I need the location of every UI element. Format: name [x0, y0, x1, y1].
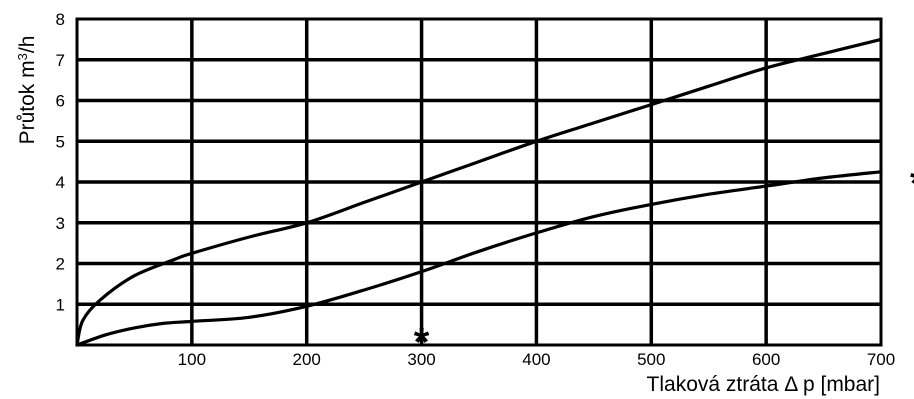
plot-border: [75, 17, 883, 347]
annotations: **: [414, 162, 914, 365]
tick-labels: 100 200 300 400 500 600 700 1 2 3 4 5 6 7 8: [56, 10, 896, 369]
y-tick-label: 2: [56, 255, 65, 274]
plot-frame: [75, 17, 883, 347]
y-tick-label: 1: [56, 295, 65, 314]
x-tick-label: 300: [407, 350, 435, 369]
x-tick-label: 400: [522, 350, 550, 369]
asterisk-annotation: *: [414, 321, 430, 365]
grid: [77, 19, 881, 345]
y-tick-label: 5: [56, 132, 65, 151]
y-tick-label: 6: [56, 92, 65, 111]
asterisk-annotation: *: [910, 162, 914, 206]
x-tick-label: 100: [178, 350, 206, 369]
y-axis-title: Průtok m3/h: [15, 36, 39, 145]
curves: [75, 37, 883, 347]
y-tick-label: 7: [56, 51, 65, 70]
series-line-2: [75, 170, 883, 347]
y-axis-title-main: Průtok m: [16, 60, 39, 144]
y-axis-title-end: /h: [16, 36, 39, 54]
y-tick-label: 4: [56, 173, 65, 192]
series-line-1: [75, 37, 883, 347]
x-tick-label: 700: [867, 350, 895, 369]
x-tick-label: 600: [752, 350, 780, 369]
y-tick-label: 3: [56, 214, 65, 233]
y-tick-label: 8: [56, 10, 65, 29]
x-axis-title: Tlaková ztráta Δ p [mbar]: [647, 373, 880, 396]
x-tick-label: 200: [293, 350, 321, 369]
x-tick-label: 500: [637, 350, 665, 369]
y-axis-title-sup: 3: [15, 53, 30, 60]
